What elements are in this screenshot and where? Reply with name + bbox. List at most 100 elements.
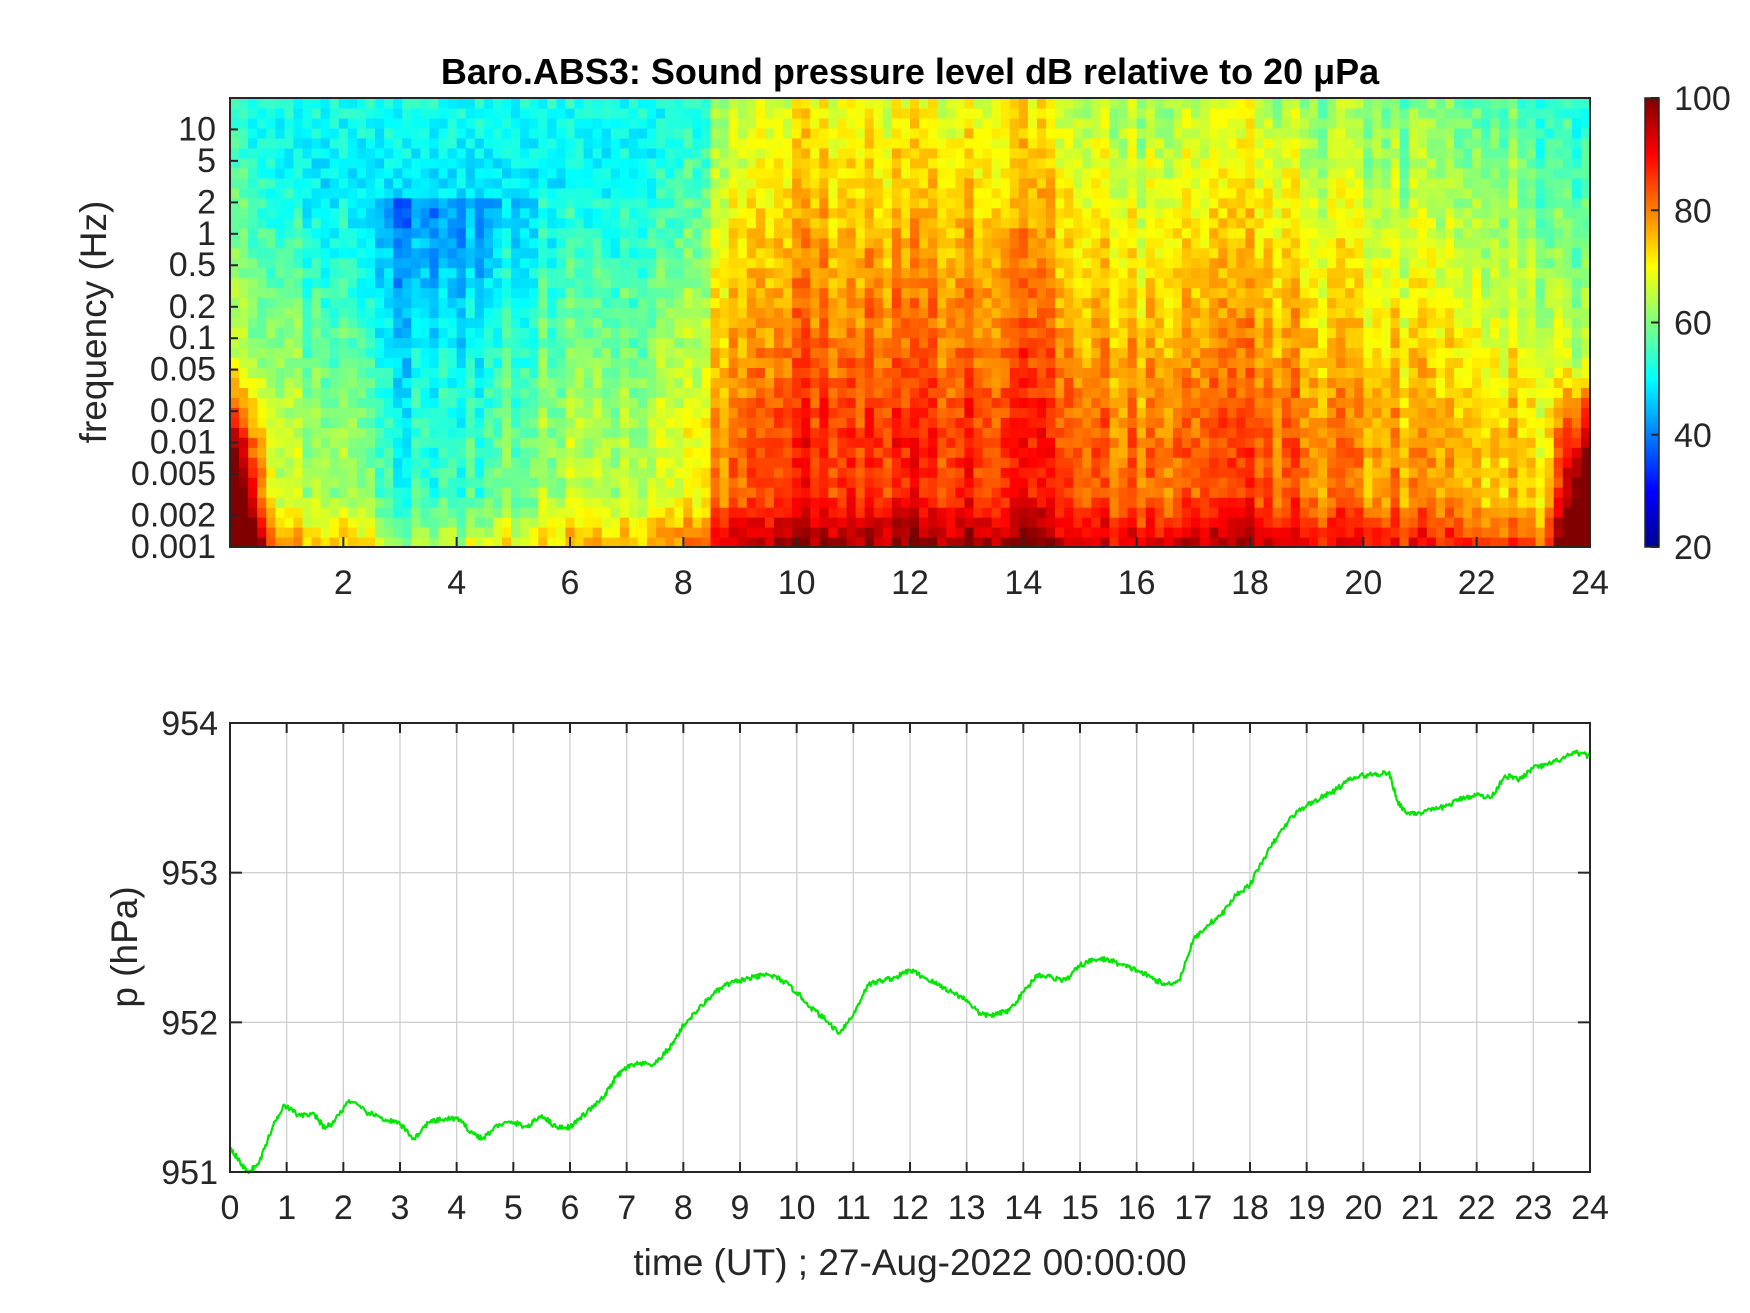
spectrogram-cell — [728, 387, 739, 398]
spectrogram-cell — [837, 507, 848, 518]
spectrogram-cell — [746, 377, 757, 388]
spectrogram-cell — [302, 397, 313, 408]
spectrogram-cell — [937, 447, 947, 458]
spectrogram-cell — [492, 487, 503, 498]
spectrogram-cell — [1036, 437, 1047, 448]
spectrogram-cell — [937, 377, 947, 388]
spectrogram-cell — [683, 417, 693, 428]
spectrogram-cell — [955, 507, 965, 518]
spectrogram-cell — [882, 337, 893, 349]
spectrogram-cell — [375, 227, 385, 239]
spectrogram-cell — [1064, 427, 1074, 438]
spectrogram-cell — [1082, 98, 1092, 109]
spectrogram-cell — [647, 407, 657, 418]
spectrogram-cell — [384, 207, 394, 219]
spectrogram-cell — [293, 357, 304, 368]
spectrogram-cell — [647, 187, 657, 199]
spectrogram-cell — [928, 307, 938, 319]
spectrogram-cell — [1200, 367, 1210, 378]
spectrogram-cell — [1145, 367, 1156, 378]
spectrogram-cell — [1091, 127, 1101, 139]
spectrogram-cell — [338, 267, 349, 279]
spectrogram-cell — [1000, 177, 1011, 189]
spectrogram-cell — [556, 467, 567, 478]
spectrogram-cell — [1200, 327, 1210, 339]
spectrogram-cell — [1154, 107, 1165, 119]
spectrogram-cell — [230, 397, 240, 408]
spectrogram-cell — [239, 157, 249, 169]
spectrogram-cell — [701, 337, 712, 349]
spectrogram-cell — [411, 517, 421, 528]
spectrogram-cell — [293, 397, 304, 408]
spectrogram-cell — [474, 307, 485, 319]
spectrogram-cell — [755, 337, 766, 349]
spectrogram-cell — [955, 537, 965, 547]
spectrogram-cell — [1163, 287, 1174, 299]
spectrogram-cell — [447, 107, 458, 119]
spectrogram-cell — [284, 437, 295, 448]
spectrogram-cell — [1182, 127, 1192, 139]
spectrogram-cell — [1018, 247, 1029, 259]
spectrogram-cell — [1136, 127, 1147, 139]
spectrogram-cell — [900, 257, 911, 269]
spectrogram-cell — [393, 347, 403, 359]
spectrogram-cell — [656, 177, 666, 189]
spectrogram-cell — [610, 117, 621, 129]
spectrogram-cell — [846, 227, 857, 239]
spectrogram-cell — [882, 137, 893, 149]
spectrogram-cell — [483, 217, 494, 229]
spectrogram-cell — [456, 387, 467, 398]
spectrogram-cell — [420, 537, 431, 547]
spectrogram-cell — [828, 117, 839, 129]
spectrogram-cell — [1118, 397, 1129, 408]
spectrogram-cell — [764, 257, 775, 269]
spectrogram-cell — [393, 267, 403, 279]
spectrogram-cell — [248, 437, 258, 448]
spectrogram-cell — [601, 227, 612, 239]
spectrogram-cell — [447, 507, 458, 518]
spectrogram-cell — [402, 397, 412, 408]
spectrogram-cell — [819, 217, 829, 229]
spectrogram-cell — [429, 427, 440, 438]
spectrogram-cell — [783, 407, 793, 418]
spectrogram-cell — [1036, 327, 1047, 339]
spectrogram-cell — [982, 527, 993, 538]
spectrogram-cell — [1009, 227, 1020, 239]
spectrogram-cell — [955, 107, 965, 119]
spectrogram-cell — [964, 407, 975, 418]
spectrogram-cell — [574, 327, 585, 339]
spectrogram-cell — [293, 537, 304, 547]
spectrogram-cell — [565, 247, 576, 259]
spectrogram-cell — [665, 337, 675, 349]
spectrogram-cell — [393, 147, 403, 159]
spectrogram-cell — [764, 147, 775, 159]
spectrogram-cell — [946, 147, 956, 159]
spectrogram-cell — [438, 357, 449, 368]
spectrogram-cell — [701, 387, 712, 398]
spectrogram-cell — [284, 107, 295, 119]
spectrogram-cell — [556, 267, 567, 279]
spectrogram-cell — [429, 437, 440, 448]
spectrogram-cell — [1027, 207, 1038, 219]
spectrogram-cell — [502, 127, 512, 139]
spectrogram-cell — [1154, 407, 1165, 418]
spectrogram-cell — [583, 147, 594, 159]
spectrogram-cell — [1009, 137, 1020, 149]
spectrogram-cell — [257, 487, 267, 498]
spectrogram-cell — [275, 307, 285, 319]
spectrogram-cell — [502, 167, 512, 179]
spectrogram-cell — [266, 317, 276, 329]
spectrogram-cell — [556, 177, 567, 189]
spectrogram-cell — [919, 487, 929, 498]
spectrogram-cell — [1046, 187, 1056, 199]
spectrogram-cell — [1182, 507, 1192, 518]
spectrogram-cell — [438, 337, 449, 349]
spectrogram-cell — [529, 327, 539, 339]
spectrogram-cell — [1200, 417, 1210, 428]
spectrogram-cell — [529, 337, 539, 349]
spectrogram-cell — [456, 497, 467, 508]
spectrogram-cell — [257, 177, 267, 189]
spectrogram-cell — [384, 487, 394, 498]
spectrogram-cell — [302, 327, 313, 339]
spectrogram-cell — [910, 197, 920, 209]
